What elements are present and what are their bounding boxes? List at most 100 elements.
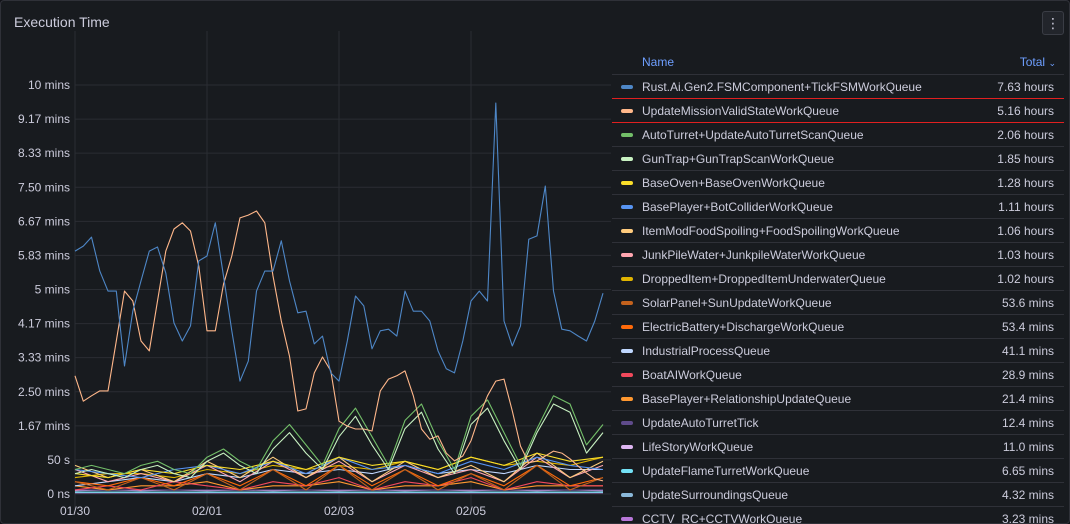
legend-item-total: 21.4 mins bbox=[1001, 391, 1054, 406]
y-tick-label: 10 mins bbox=[28, 78, 70, 92]
legend-item[interactable]: DroppedItem+DroppedItemUnderwaterQueue 1… bbox=[612, 267, 1064, 291]
series-color-swatch bbox=[621, 444, 633, 449]
series-line bbox=[74, 464, 603, 487]
x-tick-label: 02/05 bbox=[456, 504, 486, 518]
legend-item[interactable]: JunkPileWater+JunkpileWaterWorkQueue 1.0… bbox=[612, 243, 1064, 267]
y-tick-label: 5.83 mins bbox=[18, 248, 70, 262]
legend-item-total: 53.6 mins bbox=[1001, 295, 1054, 310]
series-color-swatch bbox=[621, 180, 633, 185]
y-tick-label: 6.67 mins bbox=[18, 214, 70, 228]
legend-item[interactable]: UpdateAutoTurretTick 12.4 mins bbox=[612, 411, 1064, 435]
legend-item-name: LifeStoryWorkQueue bbox=[642, 439, 754, 454]
legend-item-name: BasePlayer+BotColliderWorkQueue bbox=[642, 199, 833, 214]
series-line bbox=[74, 452, 604, 479]
series-line bbox=[74, 210, 604, 482]
legend-item-name: UpdateAutoTurretTick bbox=[642, 415, 759, 430]
y-tick-label: 7.50 mins bbox=[18, 180, 70, 194]
legend-item-total: 28.9 mins bbox=[1001, 367, 1054, 382]
legend-header: Name Total ⌄ bbox=[612, 49, 1064, 75]
x-tick-label: 02/03 bbox=[324, 504, 354, 518]
series-line bbox=[74, 477, 603, 491]
legend-item-name: ItemModFoodSpoiling+FoodSpoilingWorkQueu… bbox=[642, 223, 900, 238]
series-color-swatch bbox=[621, 228, 633, 233]
legend-item-name: JunkPileWater+JunkpileWaterWorkQueue bbox=[642, 247, 866, 262]
legend-item-name: UpdateMissionValidStateWorkQueue bbox=[642, 103, 839, 118]
total-header-label: Total bbox=[1019, 54, 1046, 69]
legend-item-name: UpdateFlameTurretWorkQueue bbox=[642, 463, 810, 478]
legend-item-total: 3.23 mins bbox=[1001, 511, 1054, 524]
panel-menu-button[interactable]: ⋮ bbox=[1042, 11, 1064, 35]
legend-name-header[interactable]: Name bbox=[642, 54, 675, 69]
legend-item-total: 53.4 mins bbox=[1001, 319, 1054, 334]
legend-item[interactable]: LifeStoryWorkQueue 11.0 mins bbox=[612, 435, 1064, 459]
legend-item-total: 6.65 mins bbox=[1001, 463, 1054, 478]
legend-item[interactable]: BaseOven+BaseOvenWorkQueue 1.28 hours bbox=[612, 171, 1064, 195]
series-line bbox=[74, 456, 604, 483]
legend-item[interactable]: Rust.Ai.Gen2.FSMComponent+TickFSMWorkQue… bbox=[612, 75, 1064, 99]
legend-item[interactable]: UpdateSurroundingsQueue 4.32 mins bbox=[612, 483, 1064, 507]
y-tick-label: 50 s bbox=[47, 453, 70, 467]
series-color-swatch bbox=[621, 132, 633, 137]
legend-item[interactable]: UpdateMissionValidStateWorkQueue 5.16 ho… bbox=[612, 99, 1064, 123]
series-color-swatch bbox=[621, 156, 633, 161]
legend-item-name: SolarPanel+SunUpdateWorkQueue bbox=[642, 295, 832, 310]
series-color-swatch bbox=[621, 204, 633, 209]
series-color-swatch bbox=[621, 348, 633, 353]
legend-item-name: IndustrialProcessQueue bbox=[642, 343, 771, 358]
legend-item-total: 4.32 mins bbox=[1001, 487, 1054, 502]
legend-item-total: 41.1 mins bbox=[1001, 343, 1054, 358]
legend-item-name: ElectricBattery+DischargeWorkQueue bbox=[642, 319, 845, 334]
series-line bbox=[74, 456, 604, 479]
series-color-swatch bbox=[621, 300, 633, 305]
legend-item-name: Rust.Ai.Gen2.FSMComponent+TickFSMWorkQue… bbox=[642, 79, 922, 94]
legend-item-name: CCTV_RC+CCTVWorkQueue bbox=[642, 511, 803, 524]
legend-item[interactable]: BasePlayer+RelationshipUpdateQueue 21.4 … bbox=[612, 387, 1064, 411]
legend-rows: Rust.Ai.Gen2.FSMComponent+TickFSMWorkQue… bbox=[612, 75, 1064, 524]
legend-table: Name Total ⌄ Rust.Ai.Gen2.FSMComponent+T… bbox=[612, 49, 1064, 524]
time-series-chart[interactable]: 0 ns 50 s 1.67 mins 2.50 mins 3.33 mins 4.17 … bbox=[1, 1, 611, 524]
legend-item[interactable]: ElectricBattery+DischargeWorkQueue 53.4 … bbox=[612, 315, 1064, 339]
x-tick-label: 02/01 bbox=[192, 504, 222, 518]
legend-item-name: AutoTurret+UpdateAutoTurretScanQueue bbox=[642, 127, 864, 142]
series-color-swatch bbox=[621, 324, 633, 329]
series-line bbox=[74, 102, 604, 382]
series-color-swatch bbox=[621, 372, 633, 377]
legend-item[interactable]: IndustrialProcessQueue 41.1 mins bbox=[612, 339, 1064, 363]
legend-item[interactable]: BasePlayer+BotColliderWorkQueue 1.11 hou… bbox=[612, 195, 1064, 219]
series-color-swatch bbox=[621, 276, 633, 281]
legend-item-total: 12.4 mins bbox=[1001, 415, 1054, 430]
kebab-menu-icon: ⋮ bbox=[1046, 15, 1060, 31]
legend-item[interactable]: ItemModFoodSpoiling+FoodSpoilingWorkQueu… bbox=[612, 219, 1064, 243]
legend-item-name: BasePlayer+RelationshipUpdateQueue bbox=[642, 391, 852, 406]
x-tick-label: 01/30 bbox=[60, 504, 90, 518]
y-tick-label: 0 ns bbox=[47, 487, 70, 501]
legend-item[interactable]: BoatAIWorkQueue 28.9 mins bbox=[612, 363, 1064, 387]
legend-item[interactable]: UpdateFlameTurretWorkQueue 6.65 mins bbox=[612, 459, 1064, 483]
legend-item[interactable]: GunTrap+GunTrapScanWorkQueue 1.85 hours bbox=[612, 147, 1064, 171]
legend-item-total: 1.03 hours bbox=[997, 247, 1054, 262]
series-color-swatch bbox=[621, 420, 633, 425]
y-tick-label: 4.17 mins bbox=[18, 317, 70, 331]
legend-item[interactable]: SolarPanel+SunUpdateWorkQueue 53.6 mins bbox=[612, 291, 1064, 315]
legend-item-name: GunTrap+GunTrapScanWorkQueue bbox=[642, 151, 834, 166]
legend-item-total: 1.11 hours bbox=[998, 199, 1054, 214]
sort-chevron-icon: ⌄ bbox=[1048, 57, 1056, 68]
legend-item-name: UpdateSurroundingsQueue bbox=[642, 487, 789, 502]
series-line bbox=[74, 403, 604, 479]
legend-item-total: 1.06 hours bbox=[997, 223, 1054, 238]
legend-total-header[interactable]: Total ⌄ bbox=[1020, 55, 1056, 69]
panel-title: Execution Time bbox=[14, 14, 110, 30]
legend-item-name: BaseOven+BaseOvenWorkQueue bbox=[642, 175, 825, 190]
series-line bbox=[74, 395, 604, 475]
legend-item-name: BoatAIWorkQueue bbox=[642, 367, 742, 382]
legend-item-name: DroppedItem+DroppedItemUnderwaterQueue bbox=[642, 271, 886, 286]
y-tick-label: 9.17 mins bbox=[18, 112, 70, 126]
legend-item[interactable]: CCTV_RC+CCTVWorkQueue 3.23 mins bbox=[612, 507, 1064, 524]
series-color-swatch bbox=[621, 252, 633, 257]
legend-item-total: 5.16 hours bbox=[997, 103, 1054, 118]
legend-item-total: 2.06 hours bbox=[997, 127, 1054, 142]
series-color-swatch bbox=[621, 108, 633, 113]
y-tick-label: 5 mins bbox=[35, 283, 70, 297]
legend-item[interactable]: AutoTurret+UpdateAutoTurretScanQueue 2.0… bbox=[612, 123, 1064, 147]
